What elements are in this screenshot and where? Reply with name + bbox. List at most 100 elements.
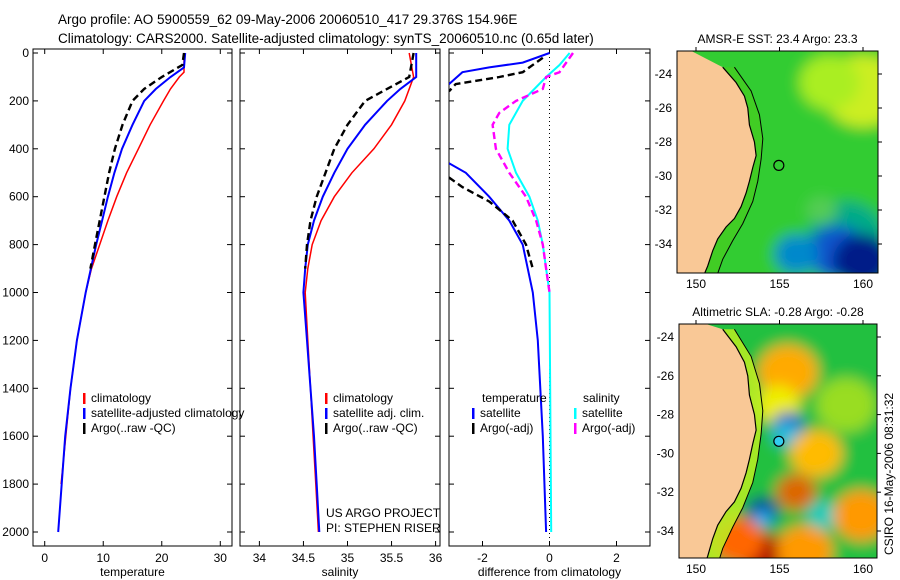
- y-tick-label: 1000: [2, 286, 29, 300]
- y-tick-label: 1200: [2, 333, 29, 347]
- x-tick-label: 0: [546, 551, 553, 565]
- series-line-temperature-satellite: [449, 52, 550, 85]
- x-axis-label: temperature: [100, 565, 165, 579]
- figure-title-line2: Climatology: CARS2000. Satellite-adjuste…: [58, 31, 594, 46]
- legend-label: Argo(..raw -QC): [333, 421, 418, 435]
- credit-project: US ARGO PROJECT: [326, 506, 441, 520]
- legend-label: Argo(-adj): [582, 421, 635, 435]
- coastline: [706, 328, 757, 558]
- series-line-temperature-satellite: [449, 162, 548, 533]
- series-line-salinity-argo-adj-: [491, 52, 574, 293]
- y-tick-label: 200: [9, 94, 29, 108]
- series-line-argo-raw-qc-: [89, 52, 186, 269]
- x-axis-label: salinity: [322, 565, 359, 579]
- land-area: [679, 324, 757, 558]
- series-line-satellite-adjusted-climatology: [57, 52, 187, 533]
- legend-swatch: [83, 408, 86, 419]
- coastline: [704, 66, 757, 273]
- axes-box: [239, 48, 441, 547]
- y-tick-label: 1400: [2, 381, 29, 395]
- lat-tick-label: -34: [655, 237, 673, 251]
- isobath-line: [717, 66, 764, 273]
- series-line-climatology: [304, 52, 415, 533]
- credit-pi: PI: STEPHEN RISER: [326, 521, 441, 535]
- legend-label: satellite adj. clim.: [333, 406, 424, 420]
- x-tick-label: 20: [155, 551, 169, 565]
- x-tick-label: 34: [253, 551, 267, 565]
- legend-header: temperature: [482, 391, 547, 405]
- lon-tick-label: 150: [686, 277, 706, 291]
- lon-tick-label: 150: [686, 562, 706, 576]
- map-frame: [678, 323, 878, 559]
- y-tick-label: 400: [9, 142, 29, 156]
- argo-location-marker: [773, 435, 785, 447]
- legend-swatch: [325, 423, 328, 434]
- lat-tick-label: -26: [655, 101, 673, 115]
- x-tick-label: 34.5: [292, 551, 316, 565]
- x-tick-label: 35: [341, 551, 355, 565]
- lat-tick-label: -28: [655, 135, 673, 149]
- y-tick-label: 0: [22, 46, 29, 60]
- legend-swatch: [574, 408, 577, 419]
- series-line-salinity-satellite: [506, 52, 571, 533]
- timestamp: CSIRO 16-May-2006 08:31:32: [882, 393, 896, 555]
- lon-tick-label: 160: [853, 562, 873, 576]
- legend-swatch: [472, 423, 475, 434]
- legend-label: satellite: [582, 406, 623, 420]
- lon-tick-label: 160: [853, 277, 873, 291]
- lat-tick-label: -34: [657, 524, 675, 538]
- legend-label: satellite-adjusted climatology: [91, 406, 244, 420]
- lat-tick-label: -24: [657, 330, 675, 344]
- x-axis-label: difference from climatology: [478, 565, 621, 579]
- series-line-argo-raw-qc-: [304, 52, 415, 269]
- lon-tick-label: 155: [769, 277, 789, 291]
- legend-label: Argo(-adj): [480, 421, 533, 435]
- legend-label: satellite: [480, 406, 521, 420]
- map-frame: [676, 50, 879, 274]
- map-panel-2: Altimetric SLA: -0.28 Argo: -0.28 150 155 1…: [657, 305, 881, 576]
- profile-panel-2: 34 34.5 35 35.5 36 salinity climatologysatelli…: [239, 48, 443, 579]
- x-tick-label: 35.5: [380, 551, 404, 565]
- lat-tick-label: -32: [655, 203, 673, 217]
- figure-title-line1: Argo profile: AO 5900559_62 09-May-2006 …: [58, 12, 517, 27]
- lon-tick-label: 155: [769, 562, 789, 576]
- profile-panel-1: 0 10 20 30 0 200 400 600 800 1000 1200 1400 1600 1800…: [2, 46, 244, 579]
- legend-swatch: [325, 393, 328, 404]
- shelf-band: [704, 67, 763, 273]
- lat-tick-label: -24: [655, 67, 673, 81]
- axes-box: [32, 48, 233, 547]
- x-tick-label: 0: [41, 551, 48, 565]
- lat-tick-label: -30: [657, 446, 675, 460]
- legend-label: climatology: [91, 391, 151, 405]
- x-tick-label: 10: [97, 551, 111, 565]
- y-tick-label: 800: [9, 238, 29, 252]
- legend-header: salinity: [583, 391, 620, 405]
- series-line-temperature-argo-adj-: [449, 56, 544, 93]
- y-tick-label: 1800: [2, 477, 29, 491]
- series-line-temperature-argo-adj-: [449, 176, 534, 269]
- argo-location-marker: [773, 159, 785, 171]
- lat-tick-label: -30: [655, 169, 673, 183]
- lat-tick-label: -32: [657, 485, 675, 499]
- lat-tick-label: -26: [657, 369, 675, 383]
- x-tick-label: 2: [613, 551, 620, 565]
- legend-swatch: [574, 423, 577, 434]
- map-title: AMSR-E SST: 23.4 Argo: 23.3: [697, 32, 857, 46]
- x-tick-label: 36: [429, 551, 443, 565]
- map-title: Altimetric SLA: -0.28 Argo: -0.28: [692, 305, 864, 319]
- legend-swatch: [83, 423, 86, 434]
- isobath-line: [719, 328, 764, 558]
- land-area: [677, 51, 757, 273]
- series-line-satellite-adj-clim-: [302, 53, 418, 533]
- x-tick-label: 30: [214, 551, 228, 565]
- legend-swatch: [325, 408, 328, 419]
- legend-swatch: [472, 408, 475, 419]
- map-panel-1: AMSR-E SST: 23.4 Argo: 23.3 150 155 160 -24 -…: [655, 32, 882, 291]
- y-tick-label: 600: [9, 190, 29, 204]
- legend-label: climatology: [333, 391, 393, 405]
- legend-label: Argo(..raw -QC): [91, 421, 176, 435]
- y-tick-label: 1600: [2, 429, 29, 443]
- x-tick-label: -2: [477, 551, 488, 565]
